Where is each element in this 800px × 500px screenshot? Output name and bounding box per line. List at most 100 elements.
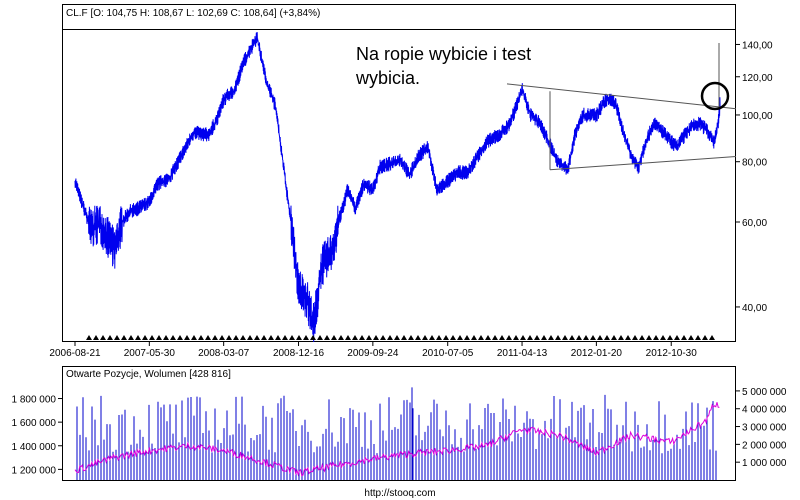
price-line [74, 32, 721, 343]
left-tick-label: 1 200 000 [12, 465, 57, 476]
event-marker [618, 335, 624, 340]
event-marker [590, 335, 596, 340]
event-marker [324, 335, 330, 340]
event-marker [142, 335, 148, 340]
x-axis: 2006-08-21 2007-05-30 2008-03-07 2008-12-16… [49, 341, 697, 359]
event-marker [604, 335, 610, 340]
event-marker [422, 335, 428, 340]
x-tick-label: 2008-03-07 [198, 348, 250, 359]
event-marker [86, 335, 92, 340]
event-marker [352, 335, 358, 340]
event-marker [289, 335, 295, 340]
event-marker [457, 335, 463, 340]
event-marker [569, 335, 575, 340]
event-marker [268, 335, 274, 340]
event-marker [275, 335, 281, 340]
x-tick-label: 2008-12-16 [273, 348, 325, 359]
event-marker [338, 335, 344, 340]
left-tick-label: 1 400 000 [12, 442, 57, 453]
event-marker [681, 335, 687, 340]
event-marker [240, 335, 246, 340]
event-marker [149, 335, 155, 340]
event-marker [212, 335, 218, 340]
event-marker [709, 335, 715, 340]
event-marker [674, 335, 680, 340]
event-marker [471, 335, 477, 340]
event-marker [555, 335, 561, 340]
x-tick-label: 2012-01-20 [571, 348, 623, 359]
upper-trendline [506, 83, 737, 110]
event-marker [702, 335, 708, 340]
event-marker [128, 335, 134, 340]
event-marker [366, 335, 372, 340]
right-tick-label: 2 000 000 [742, 440, 787, 451]
event-marker [373, 335, 379, 340]
event-marker [520, 335, 526, 340]
event-marker [450, 335, 456, 340]
event-marker [408, 335, 414, 340]
event-marker [653, 335, 659, 340]
x-tick-label: 2007-05-30 [124, 348, 176, 359]
event-marker [436, 335, 442, 340]
volume-panel-title: Otwarte Pozycje, Wolumen [428 816] [66, 369, 231, 380]
event-marker [359, 335, 365, 340]
event-marker [93, 335, 99, 340]
event-marker [156, 335, 162, 340]
x-tick-label: 2006-08-21 [49, 348, 101, 359]
event-markers [86, 335, 715, 340]
left-tick-label: 1 600 000 [12, 418, 57, 429]
event-marker [548, 335, 554, 340]
event-marker [184, 335, 190, 340]
event-marker [625, 335, 631, 340]
event-marker [261, 335, 267, 340]
x-tick-label: 2012-10-30 [646, 348, 698, 359]
event-marker [576, 335, 582, 340]
left-tick-label: 1 800 000 [12, 395, 57, 406]
event-marker [527, 335, 533, 340]
open-interest-path [74, 402, 720, 477]
x-tick-label: 2010-07-05 [422, 348, 474, 359]
trendlines [506, 83, 737, 171]
event-marker [464, 335, 470, 340]
right-tick-label: 3 000 000 [742, 423, 787, 434]
lower-trendline [549, 156, 737, 171]
event-marker [499, 335, 505, 340]
event-marker [170, 335, 176, 340]
event-marker [541, 335, 547, 340]
event-marker [667, 335, 673, 340]
event-marker [534, 335, 540, 340]
event-marker [205, 335, 211, 340]
event-marker [394, 335, 400, 340]
y-tick-label: 40,00 [742, 303, 767, 314]
y-tick-label: 80,00 [742, 158, 767, 169]
event-marker [226, 335, 232, 340]
event-marker [506, 335, 512, 340]
event-marker [317, 335, 323, 340]
event-marker [695, 335, 701, 340]
event-marker [562, 335, 568, 340]
event-marker [254, 335, 260, 340]
annotation-line2: wybicia. [355, 68, 420, 88]
event-marker [233, 335, 239, 340]
event-marker [303, 335, 309, 340]
event-marker [478, 335, 484, 340]
footer-url[interactable]: http://stooq.com [364, 488, 435, 499]
event-marker [380, 335, 386, 340]
event-marker [296, 335, 302, 340]
event-marker [443, 335, 449, 340]
event-marker [597, 335, 603, 340]
x-tick-label: 2011-04-13 [497, 348, 548, 359]
event-marker [191, 335, 197, 340]
event-marker [632, 335, 638, 340]
event-marker [387, 335, 393, 340]
price-y-axis: 40,00 60,00 80,00 100,00 120,00 140,00 [736, 40, 773, 314]
event-marker [331, 335, 337, 340]
event-marker [177, 335, 183, 340]
event-marker [219, 335, 225, 340]
ohlc-header: CL.F [O: 104,75 H: 108,67 L: 102,69 C: 1… [66, 8, 320, 19]
price-series [74, 32, 721, 343]
event-marker [688, 335, 694, 340]
right-tick-label: 5 000 000 [742, 387, 787, 398]
event-marker [492, 335, 498, 340]
